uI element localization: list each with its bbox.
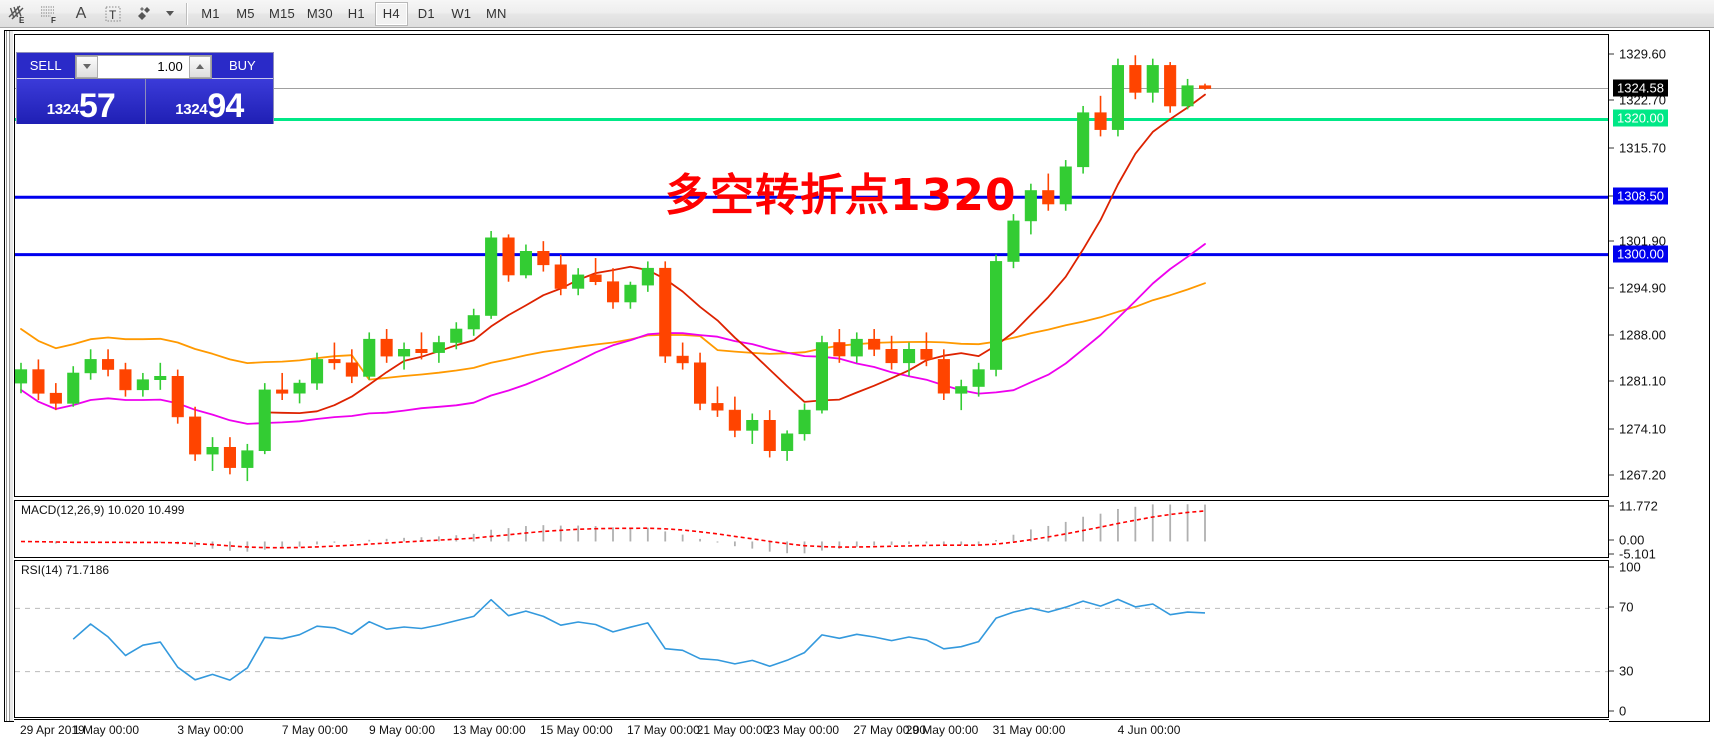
sell-price-quote[interactable]: 1324 57 [17, 79, 146, 124]
volume-decrement-button[interactable] [76, 55, 99, 78]
axis-tick [1609, 147, 1614, 149]
time-tick-label: 13 May 00:00 [452, 723, 526, 737]
axis-tick [1609, 99, 1614, 101]
objects-icon[interactable] [130, 2, 160, 26]
buy-button[interactable]: BUY [211, 53, 273, 79]
sell-button[interactable]: SELL [17, 53, 75, 79]
timeframe-d1[interactable]: D1 [417, 6, 435, 21]
macd-pane[interactable]: MACD(12,26,9) 10.020 10.499 [14, 500, 1609, 558]
price-axis[interactable]: 1329.60 1322.70 1315.70 1308.50 1301.90 1294.… [1609, 34, 1707, 719]
level-badge-1300[interactable]: 1300.00 [1613, 245, 1668, 263]
fibonacci-icon[interactable]: F [34, 2, 64, 26]
top-toolbar: E F A T M1 M5 M15 M30 H1 H4 D1 W1 MN [0, 0, 1714, 28]
macd-tick-min: -5.101 [1619, 546, 1656, 562]
timeframe-h1[interactable]: H1 [347, 6, 365, 21]
axis-tick [1609, 505, 1614, 507]
equidistant-channel-icon[interactable]: E [2, 2, 32, 26]
macd-tick-max: 11.772 [1619, 498, 1658, 514]
time-tick-label: 9 May 00:00 [368, 723, 435, 737]
price-pane[interactable] [14, 34, 1609, 497]
timeframe-m15[interactable]: M15 [269, 6, 295, 21]
volume-stepper[interactable]: 1.00 [75, 54, 212, 79]
price-tick-1322-70: 1322.70 [1619, 92, 1666, 108]
price-tick-1267-20: 1267.20 [1619, 467, 1666, 483]
timeframe-w1[interactable]: W1 [451, 6, 472, 21]
text-tool-icon[interactable]: A [75, 4, 87, 22]
timeframe-m1[interactable]: M1 [201, 6, 220, 21]
axis-tick [1609, 195, 1614, 197]
price-tick-1329-60: 1329.60 [1619, 46, 1666, 62]
time-tick-label: 29 May 00:00 [905, 723, 979, 737]
time-tick-label: 23 May 00:00 [766, 723, 840, 737]
time-tick-label: 31 May 00:00 [992, 723, 1066, 737]
toolbar-separator [186, 2, 188, 25]
trade-panel-top-row: SELL 1.00 BUY [17, 53, 273, 79]
axis-tick [1609, 474, 1614, 476]
timeframe-mn[interactable]: MN [485, 6, 507, 21]
one-click-trading-panel[interactable]: SELL 1.00 BUY 1324 57 1324 94 [16, 52, 274, 124]
timeframe-h4[interactable]: H4 [374, 1, 408, 26]
svg-text:E: E [19, 16, 25, 24]
time-tick-label: 3 May 00:00 [177, 723, 244, 737]
price-tick-1301-90: 1301.90 [1619, 233, 1666, 249]
rsi-chart-svg [15, 598, 1608, 681]
sell-price-integer: 1324 [46, 101, 79, 118]
macd-chart-svg [20, 504, 1206, 554]
volume-input[interactable]: 1.00 [157, 59, 183, 74]
time-tick-label: 1 May 00:00 [72, 723, 139, 737]
chart-annotation-text: 多空转折点1320 [665, 170, 1017, 221]
svg-text:F: F [51, 16, 56, 24]
chart-window: XAUUSD-,H4 1324.87 1325.28 1324.43 1324.… [4, 30, 1710, 740]
axis-tick [1609, 287, 1614, 289]
time-tick-label: 17 May 00:00 [627, 723, 700, 737]
trade-panel-quotes-row: 1324 57 1324 94 [17, 79, 273, 124]
time-tick-label: 15 May 00:00 [539, 723, 613, 737]
level-badge-1320[interactable]: 1320.00 [1613, 109, 1668, 127]
macd-label: MACD(12,26,9) 10.020 10.499 [19, 503, 187, 517]
axis-tick [1609, 240, 1614, 242]
axis-tick [1609, 428, 1614, 430]
price-tick-1294-90: 1294.90 [1619, 280, 1666, 296]
axis-tick [1609, 53, 1614, 55]
rsi-label: RSI(14) 71.7186 [19, 563, 112, 577]
axis-tick [1609, 710, 1614, 712]
timeframe-m30[interactable]: M30 [306, 6, 333, 21]
axis-tick [1609, 553, 1614, 555]
rsi-tick-70: 70 [1619, 599, 1634, 615]
time-tick-label: 4 Jun 00:00 [1117, 723, 1181, 737]
rsi-tick-30: 30 [1619, 663, 1634, 679]
rsi-tick-0: 0 [1619, 703, 1627, 719]
axis-tick [1609, 670, 1614, 672]
timeframe-m5[interactable]: M5 [236, 6, 255, 21]
price-tick-1288-00: 1288.00 [1619, 327, 1666, 343]
rsi-tick-100: 100 [1619, 559, 1641, 575]
price-tick-1315-70: 1315.70 [1619, 140, 1666, 156]
rsi-pane[interactable]: RSI(14) 71.7186 [14, 560, 1609, 718]
svg-text:T: T [109, 8, 117, 22]
chart-vertical-scroll-grip[interactable] [5, 31, 13, 721]
macd-tick-zero: 0.00 [1619, 532, 1645, 548]
time-tick-label: 7 May 00:00 [281, 723, 348, 737]
axis-tick [1609, 380, 1614, 382]
objects-dropdown-caret-icon[interactable] [162, 2, 178, 26]
axis-tick [1609, 334, 1614, 336]
current-price-badge[interactable]: 1324.58 [1613, 79, 1668, 97]
sell-price-pips: 57 [78, 87, 116, 125]
buy-price-pips: 94 [207, 87, 244, 125]
level-badge-1308-50[interactable]: 1308.50 [1613, 187, 1668, 205]
axis-tick [1609, 606, 1614, 608]
buy-price-integer: 1324 [175, 101, 208, 118]
price-chart-svg [15, 55, 1608, 482]
label-tool-icon[interactable]: T [98, 2, 128, 26]
volume-increment-button[interactable] [188, 55, 211, 78]
time-tick-label: 21 May 00:00 [696, 723, 770, 737]
buy-price-quote[interactable]: 1324 94 [145, 79, 273, 125]
axis-tick [1609, 566, 1614, 568]
time-axis[interactable]: 29 Apr 2019 1 May 00:00 3 May 00:00 7 May 0… [14, 719, 1609, 740]
price-tick-1274-10: 1274.10 [1619, 421, 1666, 437]
axis-tick [1609, 539, 1614, 541]
price-tick-1281-10: 1281.10 [1619, 373, 1666, 389]
